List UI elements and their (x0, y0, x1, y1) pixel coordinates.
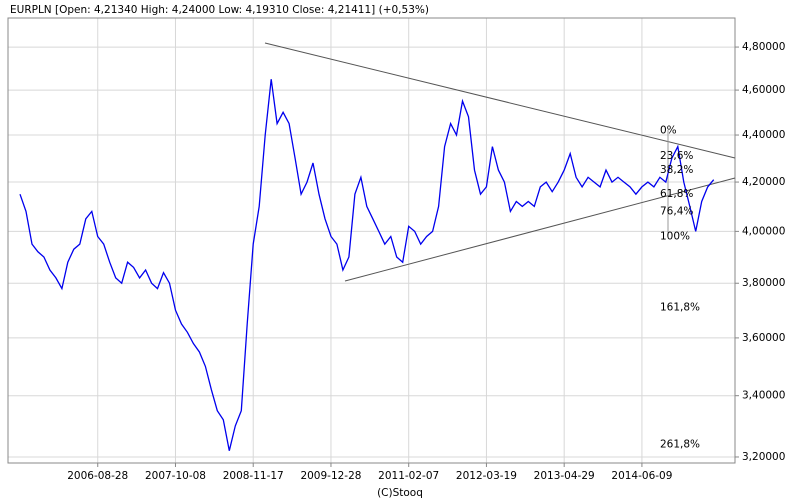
y-tick-label: 3,80000 (742, 277, 785, 289)
y-tick-label: 4,20000 (742, 176, 785, 188)
price-line (19, 79, 715, 451)
x-tick-label: 2012-03-19 (456, 470, 517, 482)
y-tick-label: 4,40000 (742, 129, 785, 141)
y-tick-label: 3,40000 (742, 390, 785, 402)
fib-label: 23,6% (660, 150, 693, 162)
plot-frame (7, 17, 736, 464)
fib-label: 100% (660, 230, 690, 242)
chart-title: EURPLN [Open: 4,21340 High: 4,24000 Low:… (10, 4, 429, 16)
fib-label: 38,2% (660, 164, 693, 176)
footer: (C)Stooq (377, 487, 423, 499)
x-tick-label: 2006-08-28 (67, 470, 128, 482)
x-tick-label: 2014-06-09 (611, 470, 672, 482)
y-tick-label: 4,60000 (742, 84, 785, 96)
fib-label: 61,8% (660, 188, 693, 200)
y-tick-label: 4,80000 (742, 41, 785, 53)
x-tick-label: 2008-11-17 (223, 470, 284, 482)
grid (8, 18, 735, 463)
x-tick-label: 2007-10-08 (145, 470, 206, 482)
x-tick-label: 2009-12-28 (300, 470, 361, 482)
y-tick-label: 3,60000 (742, 332, 785, 344)
trend-line (344, 177, 736, 282)
y-tick-label: 3,20000 (742, 451, 785, 463)
fib-label: 0% (660, 124, 677, 136)
trend-line (264, 42, 736, 159)
fib-label: 161,8% (660, 301, 700, 313)
x-tick-label: 2011-02-07 (378, 470, 439, 482)
y-tick-label: 4,00000 (742, 225, 785, 237)
fib-label: 76,4% (660, 205, 693, 217)
fib-label: 261,8% (660, 438, 700, 450)
x-tick-label: 2013-04-29 (534, 470, 595, 482)
